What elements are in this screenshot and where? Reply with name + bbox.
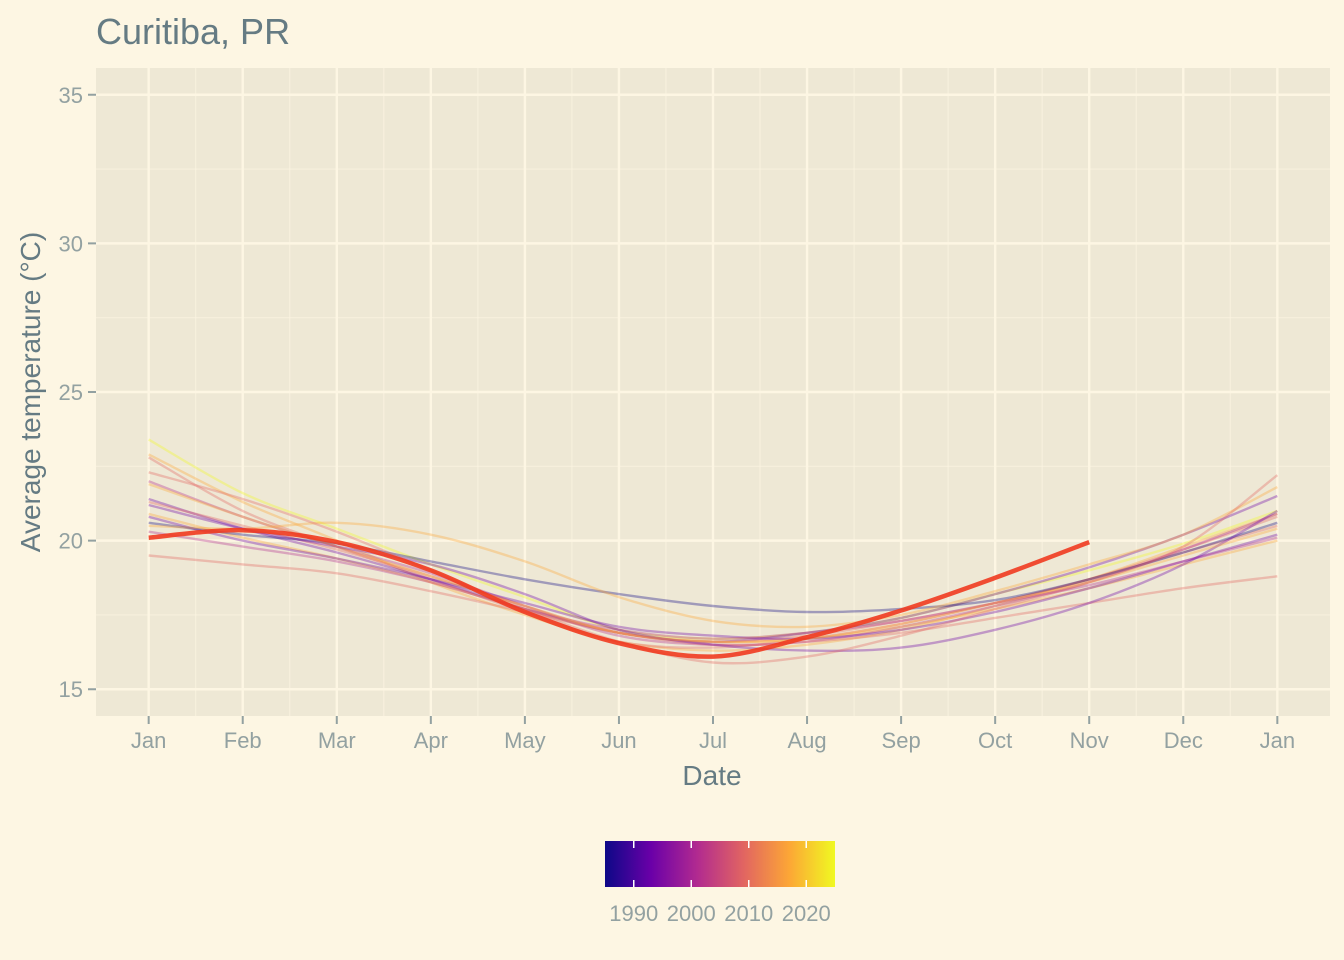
colorbar-tick-label: 2000 [667, 901, 716, 926]
x-tick-label: Mar [318, 728, 356, 753]
y-axis-title: Average temperature (°C) [15, 232, 46, 552]
background-line [148, 503, 1278, 653]
background-line [148, 482, 1278, 644]
background-line [148, 480, 1278, 647]
background-line [148, 530, 1278, 640]
background-series [148, 438, 1279, 665]
colorbar-legend: 1990 2000 2010 2020 [605, 841, 835, 926]
colorbar-tick-label: 2020 [782, 901, 831, 926]
background-line [148, 554, 1278, 647]
y-tick-label: 25 [59, 380, 83, 405]
highlight-series [148, 527, 1091, 659]
x-tick-label: Apr [414, 728, 448, 753]
background-line [148, 471, 1279, 665]
x-axis-title: Date [682, 760, 741, 791]
x-tick-label: Jul [699, 728, 727, 753]
x-tick-label: Sep [882, 728, 921, 753]
y-tick-label: 35 [59, 83, 83, 108]
colorbar-tick-label: 1990 [609, 901, 658, 926]
background-line [148, 438, 1278, 640]
colorbar-ticks: 1990 2000 2010 2020 [609, 841, 831, 926]
grid-major [96, 68, 1330, 716]
x-axis: Jan Feb Mar Apr May Jun Jul Aug Sep Oct Nov Dec Jan [131, 716, 1295, 753]
background-line [148, 512, 1278, 644]
background-line [148, 486, 1278, 629]
x-tick-label: Aug [787, 728, 826, 753]
x-tick-label: Jan [1260, 728, 1295, 753]
y-axis: 15 20 25 30 35 [59, 83, 96, 702]
x-tick-label: Jan [131, 728, 166, 753]
x-tick-label: Nov [1070, 728, 1109, 753]
y-tick-label: 15 [59, 677, 83, 702]
background-line [148, 453, 1278, 652]
y-tick-label: 20 [59, 529, 83, 554]
x-tick-label: Dec [1164, 728, 1203, 753]
colorbar [605, 841, 835, 887]
background-line [148, 500, 1278, 643]
x-tick-label: Jun [601, 728, 636, 753]
colorbar-tick-label: 2010 [724, 901, 773, 926]
x-tick-label: May [504, 728, 546, 753]
y-tick-label: 30 [59, 231, 83, 256]
x-tick-label: Feb [224, 728, 262, 753]
highlight-line [148, 527, 1091, 659]
background-line [148, 494, 1278, 643]
background-line [148, 456, 1278, 649]
background-line [148, 515, 1278, 641]
chart-title: Curitiba, PR [96, 11, 290, 52]
x-tick-label: Oct [978, 728, 1012, 753]
